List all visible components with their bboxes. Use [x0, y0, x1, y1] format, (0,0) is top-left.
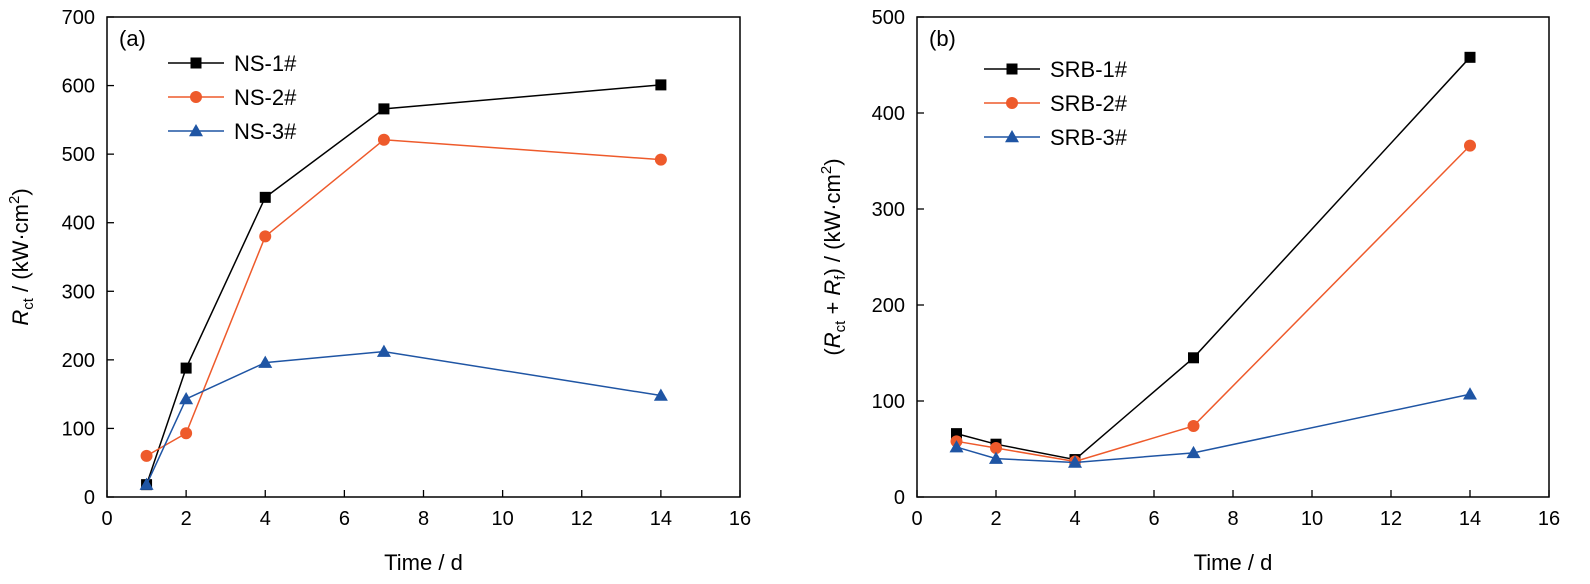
chart-b-legend-item: SRB-3# [984, 125, 1128, 150]
chart-b-data-point [1187, 419, 1200, 432]
chart-b-x-tick-label: 4 [1069, 508, 1080, 530]
chart-b-y-tick-label: 100 [872, 391, 905, 413]
chart-a-data-point [180, 362, 192, 374]
chart-b-data-point [1463, 387, 1477, 400]
chart-a-x-tick-label: 10 [492, 508, 514, 530]
chart-a-y-tick-label: 700 [62, 7, 95, 29]
chart-a-legend: NS-1# NS-2# NS-3# [168, 51, 297, 144]
chart-a-plot-frame [106, 16, 741, 498]
chart-b-data-point [1186, 445, 1201, 459]
chart-b-x-tick-label: 14 [1459, 508, 1481, 530]
chart-a: 0 2 4 6 8 10 12 14 16 0 100 200 300 400 500 600 700 Time … [6, 7, 751, 575]
chart-b-x-tick-label: 10 [1301, 508, 1323, 530]
chart-a-panel-label: (a) [119, 26, 146, 51]
chart-b-series-2 [950, 139, 1476, 468]
chart-a-legend-item: NS-2# [168, 85, 297, 110]
chart-b-data-point [990, 442, 1002, 455]
chart-a-series-3 [139, 344, 668, 490]
chart-b-data-point [1068, 455, 1082, 468]
chart-b-y-tick-label: 400 [872, 103, 905, 125]
chart-b-data-point [1188, 352, 1199, 364]
chart-b-data-point [1464, 51, 1476, 63]
chart-a-y-axis-title: Rct / (kW·cm2) [6, 188, 37, 325]
chart-a-series-line [145, 84, 661, 485]
chart-a-data-point [140, 449, 153, 462]
chart-b-x-tick-label: 6 [1148, 508, 1159, 530]
chart-a-legend-marker [190, 91, 202, 103]
chart-b-y-tick-label: 200 [872, 295, 905, 317]
chart-a-y-tick-label: 500 [62, 144, 95, 166]
chart-b-panel-label: (b) [929, 26, 956, 51]
chart-a-series-2 [140, 133, 667, 462]
chart-a-y-tick-label: 0 [84, 487, 95, 509]
chart-b-legend-marker [1005, 130, 1019, 143]
chart-b-x-axis-title: Time / d [1194, 550, 1273, 575]
chart-b-plot-frame [916, 16, 1550, 498]
chart-b-x-tick-label: 2 [990, 508, 1001, 530]
chart-a-series-line [146, 138, 661, 457]
chart-b-y-axis-title: (Rct + Rf) / (kW·cm2) [818, 158, 849, 355]
chart-b-data-point [949, 440, 964, 453]
chart-b-y-tick-label: 300 [872, 199, 905, 221]
chart-a-x-axis-title: Time / d [384, 550, 463, 575]
chart-b-data-point [1464, 139, 1476, 152]
chart-b-series-1 [951, 51, 1476, 466]
chart-a-x-tick-label: 8 [418, 508, 429, 530]
chart-a-y-tick-label: 200 [62, 350, 95, 372]
chart-a-data-point [376, 344, 391, 357]
chart-a-data-point [179, 391, 194, 405]
chart-b-data-point [951, 428, 962, 440]
chart-a-y-tick-label: 600 [62, 76, 95, 98]
chart-a-legend-item: NS-3# [168, 119, 297, 144]
chart-b-x-tick-label: 8 [1227, 508, 1238, 530]
chart-a-legend-marker [190, 57, 202, 69]
chart-b-legend: SRB-1# SRB-2# SRB-3# [984, 57, 1128, 150]
chart-a-data-point [654, 153, 667, 166]
chart-b-y-tick-label: 0 [894, 487, 905, 509]
chart-a-data-point [378, 103, 390, 115]
chart-b-legend-item: SRB-2# [984, 91, 1128, 116]
chart-b-data-point [989, 451, 1003, 464]
chart-b: 0 2 4 6 8 10 12 14 16 0 100 200 300 400 500 Time / d (Rc… [818, 7, 1560, 575]
chart-b-legend-marker [1006, 97, 1018, 109]
chart-b-legend-label: SRB-3# [1050, 125, 1128, 150]
chart-b-series-3 [949, 387, 1477, 468]
chart-a-x-tick-label: 6 [339, 508, 350, 530]
chart-b-legend-marker [1006, 63, 1018, 75]
chart-b-legend-item: SRB-1# [984, 57, 1128, 82]
chart-a-data-point [655, 79, 667, 91]
chart-a-y-tick-label: 100 [62, 418, 95, 440]
chart-a-data-point [258, 355, 273, 368]
chart-a-series-line [145, 350, 661, 485]
chart-b-x-tick-label: 16 [1538, 508, 1560, 530]
chart-a-x-tick-label: 4 [260, 508, 271, 530]
chart-a-x-tick-label: 0 [101, 508, 112, 530]
chart-a-data-point [259, 230, 272, 243]
chart-a-legend-item: NS-1# [168, 51, 297, 76]
chart-a-legend-marker [189, 124, 203, 137]
chart-a-data-point [139, 477, 154, 490]
chart-a-y-tick-label: 400 [62, 213, 95, 235]
chart-a-legend-label: NS-1# [234, 51, 297, 76]
chart-a-x-tick-label: 2 [181, 508, 192, 530]
chart-b-x-tick-label: 12 [1380, 508, 1402, 530]
chart-b-series-line [956, 56, 1471, 461]
chart-a-data-point [259, 191, 271, 203]
chart-a-data-point [653, 388, 668, 401]
chart-a-data-point [377, 133, 390, 146]
chart-a-y-tick-label: 300 [62, 281, 95, 303]
chart-b-legend-label: SRB-2# [1050, 91, 1128, 116]
chart-a-x-tick-label: 16 [729, 508, 751, 530]
chart-a-x-tick-label: 12 [571, 508, 593, 530]
chart-b-legend-label: SRB-1# [1050, 57, 1128, 82]
chart-b-series-line [956, 145, 1471, 463]
chart-a-x-tick-label: 14 [650, 508, 672, 530]
chart-b-y-tick-label: 500 [872, 7, 905, 29]
chart-a-data-point [180, 427, 193, 440]
chart-b-x-tick-label: 0 [911, 508, 922, 530]
chart-a-legend-label: NS-2# [234, 85, 297, 110]
chart-a-legend-label: NS-3# [234, 119, 297, 144]
